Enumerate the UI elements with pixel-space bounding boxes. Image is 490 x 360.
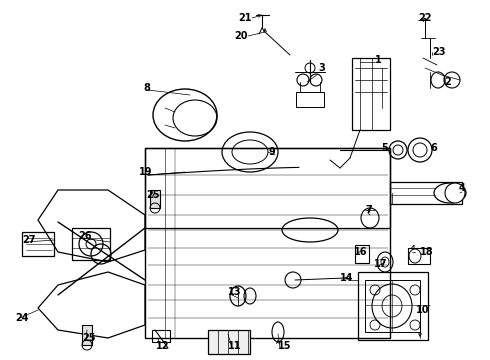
Text: 7: 7 xyxy=(365,205,372,215)
Text: 21: 21 xyxy=(239,13,252,23)
Text: 13: 13 xyxy=(228,287,242,297)
Bar xyxy=(358,272,428,340)
Text: 15: 15 xyxy=(278,341,292,351)
Text: 1: 1 xyxy=(375,55,382,65)
Text: 24: 24 xyxy=(15,313,28,323)
Text: 16: 16 xyxy=(354,247,368,257)
Bar xyxy=(145,148,390,228)
Text: 5: 5 xyxy=(381,143,388,153)
Text: 26: 26 xyxy=(78,231,92,241)
Text: 27: 27 xyxy=(22,235,35,245)
Bar xyxy=(352,58,390,130)
Bar xyxy=(82,325,92,345)
Text: 11: 11 xyxy=(228,341,242,351)
Bar xyxy=(408,248,430,264)
Text: 12: 12 xyxy=(156,341,170,351)
Bar xyxy=(365,280,420,332)
Text: 19: 19 xyxy=(139,167,152,177)
Bar xyxy=(296,92,324,107)
Text: 17: 17 xyxy=(374,259,388,269)
Text: 2: 2 xyxy=(444,77,451,87)
Text: 8: 8 xyxy=(143,83,150,93)
Bar xyxy=(150,190,160,208)
Bar xyxy=(208,330,250,354)
Bar xyxy=(22,232,54,256)
Bar xyxy=(355,245,369,263)
Text: 23: 23 xyxy=(432,47,445,57)
Text: 20: 20 xyxy=(235,31,248,41)
Text: 9: 9 xyxy=(268,147,275,157)
Text: 22: 22 xyxy=(418,13,432,23)
Bar xyxy=(152,330,170,342)
Bar xyxy=(390,182,462,204)
Ellipse shape xyxy=(445,183,465,203)
Text: 25: 25 xyxy=(82,333,96,343)
Text: 14: 14 xyxy=(340,273,353,283)
Text: 25: 25 xyxy=(146,190,160,200)
Bar xyxy=(72,228,110,260)
Text: 6: 6 xyxy=(430,143,437,153)
Text: 10: 10 xyxy=(416,305,430,315)
Text: 4: 4 xyxy=(459,183,466,193)
Text: 3: 3 xyxy=(318,63,325,73)
Text: 18: 18 xyxy=(420,247,434,257)
